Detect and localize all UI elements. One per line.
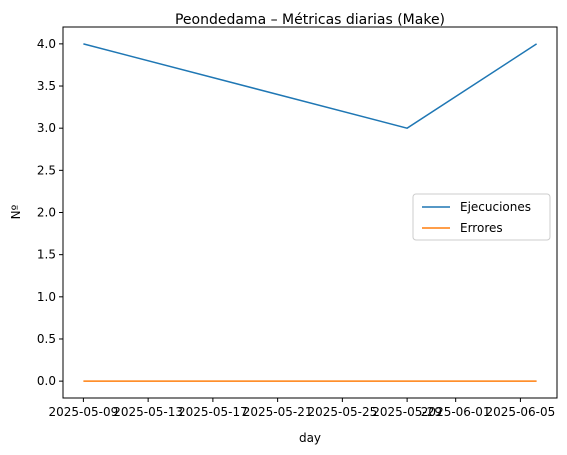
legend-label: Ejecuciones (460, 200, 531, 214)
y-axis: 0.0 0.5 1.0 1.5 2.0 2.5 3.0 3.5 4.0 (37, 37, 63, 388)
x-tick-label: 2025-05-29 (372, 405, 442, 419)
y-axis-label: Nº (9, 204, 23, 219)
x-tick-label: 2025-05-25 (307, 405, 377, 419)
series-line-ejecuciones (83, 43, 538, 129)
y-tick-label: 3.0 (37, 121, 56, 135)
y-tick-label: 1.5 (37, 248, 56, 262)
y-tick-label: 1.0 (37, 290, 56, 304)
chart-title: Peondedama – Métricas diarias (Make) (175, 12, 445, 28)
x-axis-label: day (299, 431, 321, 445)
legend: Ejecuciones Errores (412, 193, 551, 241)
legend-label: Errores (460, 221, 503, 235)
x-tick-label: 2025-05-09 (49, 405, 119, 419)
y-tick-label: 3.5 (37, 79, 56, 93)
x-tick-label: 2025-05-13 (113, 405, 183, 419)
x-tick-label: 2025-06-05 (486, 405, 556, 419)
x-tick-label: 2025-05-17 (178, 405, 248, 419)
x-axis: 2025-05-092025-05-132025-05-172025-05-21… (49, 398, 556, 419)
y-tick-label: 0.0 (37, 374, 56, 388)
y-tick-label: 2.5 (37, 163, 56, 177)
y-tick-label: 0.5 (37, 332, 56, 346)
y-tick-label: 2.0 (37, 206, 56, 220)
x-tick-label: 2025-05-21 (243, 405, 313, 419)
y-tick-label: 4.0 (37, 37, 56, 51)
x-tick-label: 2025-06-01 (421, 405, 491, 419)
